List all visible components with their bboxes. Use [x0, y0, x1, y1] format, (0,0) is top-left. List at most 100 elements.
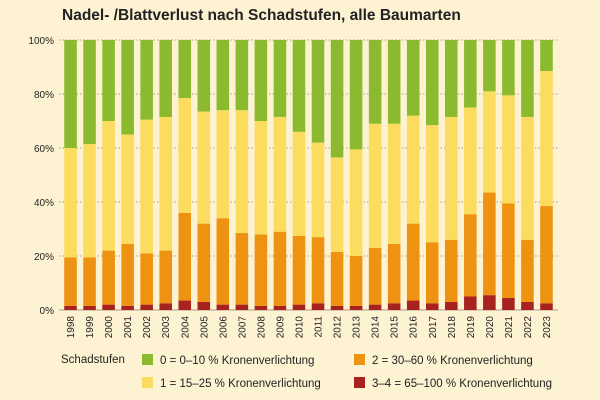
bar-2020-s2: [483, 91, 496, 193]
bar-2010-s1: [292, 235, 306, 305]
bar-2022-s0: [521, 301, 534, 310]
bar-1999-s1: [83, 257, 96, 306]
bar-2018-s0: [445, 301, 458, 310]
y-tick-label: 60%: [34, 144, 54, 155]
bar-2013-s0: [349, 305, 363, 310]
bar-2010-s0: [292, 304, 306, 310]
bar-2018-s2: [445, 116, 458, 240]
legend-swatch-1: [142, 377, 153, 388]
bar-2006-s3: [216, 40, 230, 111]
bar-2014-s3: [368, 40, 382, 124]
bar-2002-s2: [140, 119, 153, 254]
bar-2004-s1: [178, 212, 192, 301]
bar-2008-s2: [254, 121, 268, 235]
bar-2004-s0: [178, 300, 192, 310]
bar-2016-s0: [406, 300, 420, 310]
bar-2011-s3: [311, 40, 325, 143]
bar-2007-s2: [235, 110, 249, 234]
legend: Schadstufen 0 = 0–10 % Kronenverlichtung…: [0, 346, 600, 400]
x-tick-label-2009: 2009: [275, 316, 286, 339]
bar-2019-s2: [464, 107, 477, 215]
bar-2012-s1: [330, 251, 344, 306]
x-tick-label-2020: 2020: [485, 316, 496, 339]
bar-2007-s1: [235, 233, 249, 305]
bar-2009-s3: [273, 40, 287, 117]
bar-2023-s0: [540, 303, 553, 310]
legend-label-2: 2 = 30–60 % Kronenverlichtung: [372, 355, 533, 367]
bar-2002-s1: [140, 253, 153, 305]
bar-2004-s2: [178, 98, 192, 213]
bar-1998-s2: [64, 148, 77, 258]
legend-item-1: 1 = 15–25 % Kronenverlichtung: [142, 377, 321, 390]
legend-title: Schadstufen: [61, 354, 125, 366]
bar-2022-s3: [521, 40, 534, 117]
y-tick-labels: 0% 20% 40% 60% 80% 100%: [28, 36, 54, 317]
bar-2001-s1: [121, 243, 134, 306]
x-tick-label-2023: 2023: [542, 316, 553, 339]
y-tick-label: 0%: [40, 306, 55, 317]
bar-2005-s3: [197, 40, 211, 112]
bar-2012-s2: [330, 157, 344, 252]
bar-2012-s3: [330, 40, 344, 158]
x-tick-label-2011: 2011: [314, 316, 325, 338]
x-tick-labels: 1998 1999 2000 2001 2002 2003 2004 2005 2006 2007…: [66, 316, 553, 339]
x-tick-label-2008: 2008: [256, 316, 267, 339]
bar-2002-s0: [140, 304, 153, 310]
bar-2006-s2: [216, 110, 230, 219]
bar-2003-s3: [159, 40, 172, 117]
x-tick-label-2000: 2000: [104, 316, 115, 339]
bar-2014-s1: [368, 247, 382, 305]
bar-2013-s2: [349, 149, 363, 256]
bar-2010-s2: [292, 131, 306, 236]
y-tick-label: 40%: [34, 198, 54, 209]
bar-2018-s1: [445, 239, 458, 302]
bar-2023-s2: [540, 71, 553, 207]
y-tick-label: 80%: [34, 90, 54, 101]
bar-2020-s1: [483, 192, 496, 296]
bar-2013-s1: [349, 256, 363, 306]
bar-2021-s0: [502, 297, 515, 310]
bar-2005-s1: [197, 223, 211, 302]
chart-title: Nadel- /Blattverlust nach Schadstufen, a…: [62, 7, 461, 24]
x-tick-label-2018: 2018: [447, 316, 458, 339]
bar-1998-s3: [64, 40, 77, 148]
bar-2008-s0: [254, 305, 268, 310]
bar-2008-s3: [254, 40, 268, 121]
bar-2021-s3: [502, 40, 515, 96]
bar-2022-s2: [521, 116, 534, 240]
bar-2018-s3: [445, 40, 458, 117]
x-tick-label-2015: 2015: [390, 316, 401, 339]
stacked-bar-chart: 0% 20% 40% 60% 80% 100% 1998 1999 2000 2001 2002 2…: [28, 36, 558, 339]
bar-2023-s1: [540, 206, 553, 304]
bar-2016-s2: [406, 115, 420, 224]
bar-2002-s3: [140, 40, 153, 120]
y-tick-label: 20%: [34, 252, 54, 263]
bar-2003-s0: [159, 303, 172, 310]
bar-2010-s3: [292, 40, 306, 132]
bar-2017-s1: [425, 242, 439, 304]
legend-swatch-3: [354, 377, 365, 388]
bar-2007-s3: [235, 40, 249, 111]
bar-2015-s2: [387, 123, 401, 244]
bar-2023-s3: [540, 40, 553, 72]
x-tick-label-2017: 2017: [428, 316, 439, 339]
bar-2001-s3: [121, 40, 134, 135]
legend-label-0: 0 = 0–10 % Kronenverlichtung: [160, 355, 315, 367]
x-tick-label-2021: 2021: [504, 316, 515, 339]
bar-2009-s2: [273, 116, 287, 232]
x-tick-label-2005: 2005: [199, 316, 210, 339]
bar-2012-s0: [330, 305, 344, 310]
bar-1999-s2: [83, 143, 96, 258]
bar-1998-s1: [64, 257, 77, 306]
bar-2016-s3: [406, 40, 420, 116]
legend-swatch-0: [142, 354, 153, 365]
x-tick-label-1999: 1999: [85, 316, 96, 339]
x-tick-label-2001: 2001: [123, 316, 134, 339]
x-tick-label-2010: 2010: [294, 316, 305, 339]
bar-2011-s1: [311, 237, 325, 304]
x-tick-label-2013: 2013: [352, 316, 363, 339]
bar-2017-s0: [425, 303, 439, 310]
bar-2011-s2: [311, 142, 325, 238]
bar-2006-s1: [216, 218, 230, 305]
